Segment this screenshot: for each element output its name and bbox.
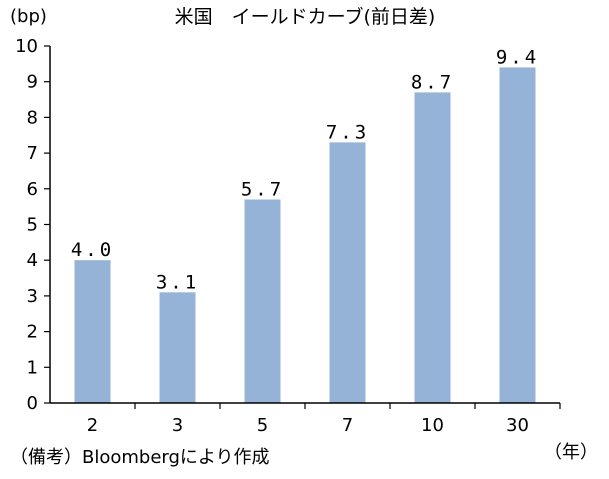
data-label: 8.7 [411, 71, 454, 93]
bar [159, 292, 196, 403]
y-tick-label: 0 [27, 393, 38, 414]
y-axis: 0 1 2 3 4 5 6 7 8 9 10 [15, 36, 50, 414]
data-label: 7.3 [326, 121, 369, 143]
y-tick-label: 5 [27, 215, 38, 236]
y-axis-unit-label: (bp) [10, 6, 47, 27]
x-tick-label: 30 [506, 415, 529, 436]
y-tick-label: 1 [27, 357, 38, 378]
y-tick-label: 4 [27, 250, 38, 271]
x-tick-label: 10 [421, 415, 444, 436]
y-tick-label: 7 [27, 143, 38, 164]
bar [74, 260, 111, 403]
y-tick-label: 10 [15, 36, 38, 57]
bar [414, 92, 451, 403]
data-label: 9.4 [496, 46, 539, 68]
x-tick-label: 7 [342, 415, 353, 436]
y-tick-label: 2 [27, 322, 38, 343]
bar [244, 199, 281, 403]
y-tick-label: 9 [27, 72, 38, 93]
data-label: 5.7 [241, 179, 284, 201]
data-label: 3.1 [156, 271, 199, 293]
bar [499, 67, 536, 404]
y-tick-label: 3 [27, 286, 38, 307]
x-axis: 2 3 5 7 10 30 [87, 403, 561, 436]
x-axis-unit-label: （年） [544, 442, 598, 463]
chart-title: 米国 イールドカーブ(前日差) [175, 5, 436, 28]
data-label: 4.0 [71, 239, 114, 261]
x-tick-label: 3 [172, 415, 183, 436]
bar [329, 142, 366, 403]
bars: 4.0 3.1 5.7 7.3 8.7 9.4 [71, 46, 539, 404]
y-tick-label: 8 [27, 107, 38, 128]
x-tick-label: 2 [87, 415, 98, 436]
source-note: （備考）Bloombergにより作成 [10, 447, 270, 468]
x-tick-label: 5 [257, 415, 268, 436]
y-tick-label: 6 [27, 179, 38, 200]
